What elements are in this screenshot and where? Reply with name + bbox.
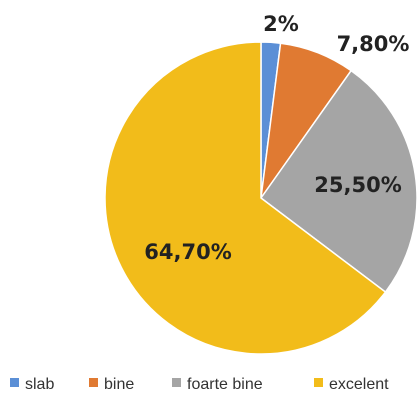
pie-slices [104,41,418,355]
legend-marker-bine [89,378,98,387]
legend-label-foarte-bine: foarte bine [187,376,263,393]
pie-slice-foarte-bine [259,69,418,294]
data-label-slab: 2% [263,12,299,36]
legend-label-slab: slab [25,376,54,393]
pie-slice-excelent [104,41,387,355]
legend-marker-foarte-bine [172,378,181,387]
data-label-bine: 7,80% [337,32,410,56]
legend-marker-excelent [314,378,323,387]
data-label-excelent: 64,70% [144,240,231,264]
legend-label-bine: bine [104,376,134,393]
legend-label-excelent: excelent [329,376,389,393]
legend: slab bine foarte bine excelent [10,376,389,393]
data-label-foarte-bine: 25,50% [314,173,401,197]
legend-marker-slab [10,378,19,387]
